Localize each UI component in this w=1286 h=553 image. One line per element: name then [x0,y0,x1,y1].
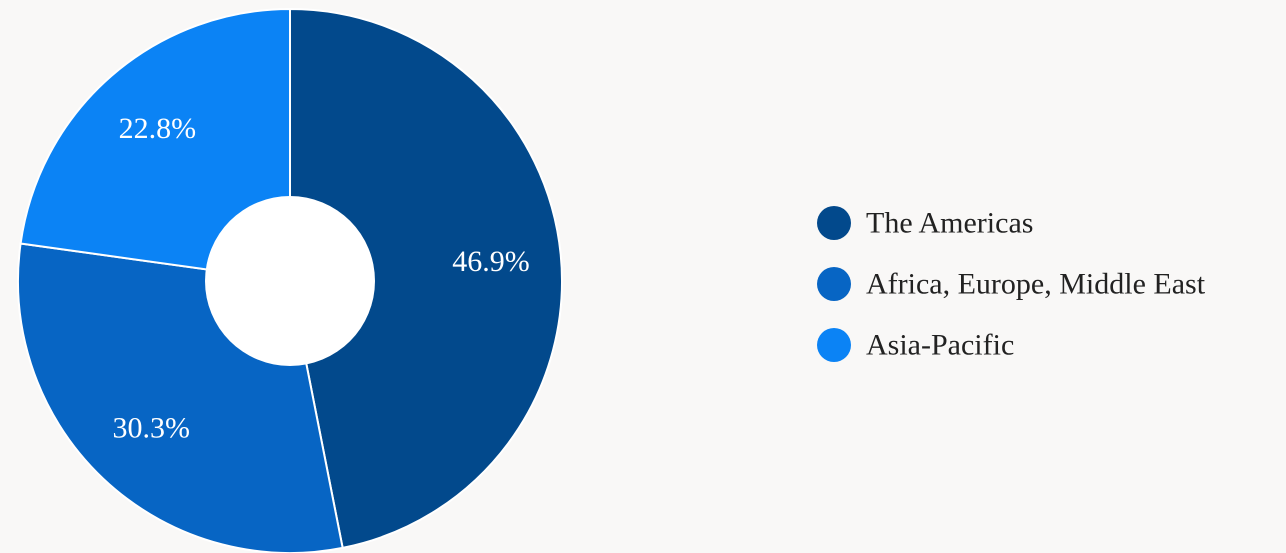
legend-item: Asia-Pacific [817,328,1014,362]
legend-label: The Americas [866,207,1033,240]
slice-data-label: 46.9% [452,245,530,278]
legend-label: Africa, Europe, Middle East [866,268,1206,301]
pie-slice-1 [289,7,563,550]
slices [17,7,563,553]
legend-item: Africa, Europe, Middle East [817,267,1206,301]
slice-labels: 46.9% 30.3% 22.8% [113,112,530,444]
legend-label: Asia-Pacific [866,329,1014,362]
slice-data-label: 30.3% [113,411,191,444]
donut-hole [205,196,375,366]
legend-swatch [817,267,851,301]
legend-item: The Americas [817,206,1033,240]
legend-swatch [817,328,851,362]
pie-slice-3 [19,7,291,283]
legend: The Americas Africa, Europe, Middle East A… [817,206,1206,362]
slice-data-label: 22.8% [119,112,197,145]
legend-swatch [817,206,851,240]
